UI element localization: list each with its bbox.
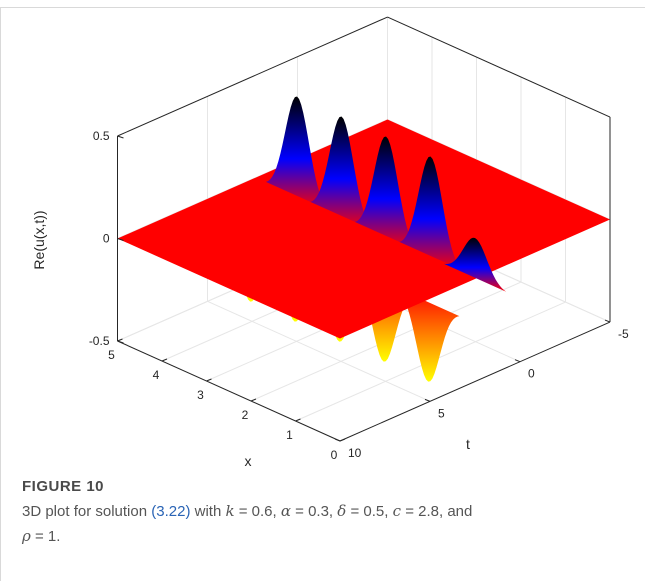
tick-labels: 0.5 0 -0.5 0 1 2 3 4 5 10 5 0 -5 — [89, 129, 629, 462]
caption-intro: 3D plot for solution — [22, 503, 152, 520]
param-alpha-symbol: α — [280, 502, 291, 520]
x-tick-label: 3 — [197, 388, 204, 402]
surface-peak — [443, 237, 507, 292]
param-delta-value: = 0.5, — [350, 503, 389, 520]
equation-link[interactable]: (3.22) — [151, 503, 191, 520]
surface-peak — [310, 116, 373, 230]
surface-plot: 0.5 0 -0.5 0 1 2 3 4 5 10 5 0 -5 Re(u(x,t)) x t — [31, 16, 629, 469]
x-tick-label: 4 — [153, 368, 160, 382]
caption-with: with — [190, 503, 226, 520]
x-tick-mark — [250, 398, 257, 402]
caption-text: 3D plot for solution (3.22) with k = 0.6… — [22, 499, 622, 549]
t-tick-mark — [604, 319, 611, 323]
t-tick-mark — [334, 438, 341, 442]
frame-left-border — [0, 7, 1, 581]
param-k-symbol: k — [225, 502, 235, 520]
param-c-value: = 2.8, — [405, 503, 444, 520]
surface-peaks — [265, 96, 507, 292]
x-tick-label: 2 — [242, 408, 249, 422]
z-tick-label: 0 — [103, 232, 110, 246]
figure-caption: FIGURE 10 3D plot for solution (3.22) wi… — [22, 478, 622, 549]
x-axis-line — [117, 340, 341, 442]
param-c-symbol: c — [392, 502, 402, 520]
t-tick-mark — [514, 359, 521, 363]
z-tick-mark — [117, 238, 124, 241]
t-tick-label: -5 — [618, 327, 629, 341]
z-tick-mark — [117, 340, 124, 344]
x-tick-mark — [295, 418, 301, 422]
param-rho-value: = 1. — [35, 528, 61, 545]
t-axis-label: t — [466, 436, 470, 452]
x-tick-mark — [206, 378, 212, 382]
x-tick-mark — [117, 338, 123, 342]
surface-plane — [117, 119, 610, 339]
axes-box — [117, 16, 611, 442]
z-axis-label: Re(u(x,t)) — [31, 210, 47, 269]
x-tick-label: 1 — [286, 428, 293, 442]
surface-peak — [265, 96, 329, 210]
x-axis-label: x — [245, 453, 252, 469]
floor-gridline-t — [207, 300, 431, 402]
box-top-edge — [387, 16, 611, 118]
x-tick-mark — [339, 438, 346, 442]
figure-label: FIGURE 10 — [22, 478, 105, 495]
z-tick-label: -0.5 — [89, 334, 110, 348]
surface-flat-plane — [117, 119, 610, 339]
t-axis-line — [339, 321, 611, 442]
param-delta-symbol: δ — [337, 502, 347, 520]
frame-top-border — [0, 7, 645, 8]
t-tick-mark — [424, 398, 431, 402]
x-tick-mark — [161, 358, 168, 362]
surface-peak — [399, 156, 462, 270]
surface-peak — [354, 136, 418, 250]
x-tick-label: 5 — [108, 348, 115, 362]
z-tick-label: 0.5 — [93, 129, 110, 143]
caption-and: and — [447, 503, 473, 520]
param-k-value: = 0.6, — [238, 503, 277, 520]
param-alpha-value: = 0.3, — [295, 503, 334, 520]
x-tick-label: 0 — [331, 448, 338, 462]
surface-trough — [397, 288, 460, 382]
z-tick-mark — [117, 135, 124, 139]
param-rho-symbol: ρ — [22, 527, 31, 545]
box-top-edge — [117, 16, 388, 137]
t-tick-label: 0 — [528, 367, 535, 381]
t-tick-label: 10 — [348, 446, 362, 460]
t-tick-label: 5 — [438, 406, 445, 420]
